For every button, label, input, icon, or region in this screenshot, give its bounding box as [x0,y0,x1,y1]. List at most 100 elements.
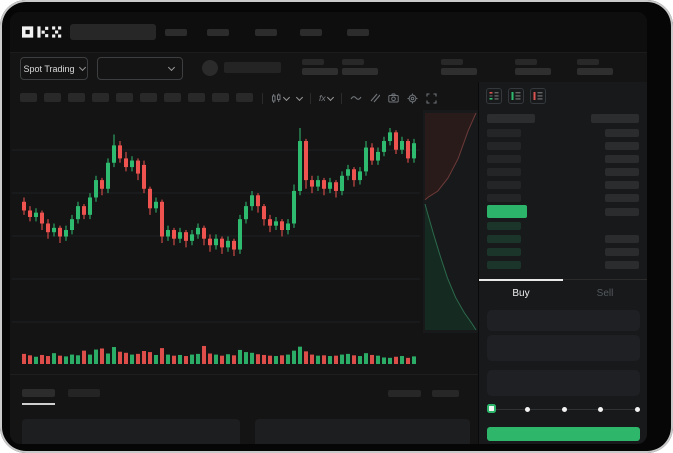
app-screen: Spot Trading [10,12,647,444]
ask-size-skeleton [605,180,639,189]
coin-icon [202,60,218,76]
ob-mode-asks-icon[interactable] [530,88,546,104]
ask-row[interactable] [479,191,647,204]
tab-buy[interactable]: Buy [479,279,563,306]
slider-stop[interactable] [561,406,567,412]
bottom-tab-skeleton[interactable] [68,389,100,397]
bid-price-skeleton [487,221,521,230]
bid-row[interactable] [479,219,647,232]
stat-label-skeleton [342,59,364,65]
ask-row[interactable] [479,139,647,152]
ticker-stat [342,59,378,75]
ask-price-skeleton [487,128,521,137]
order-book [479,110,647,271]
bid-row[interactable] [479,258,647,271]
drawing-tools-icon[interactable] [370,93,380,103]
toolbar-divider [310,92,311,104]
timeframe-pill[interactable] [140,93,157,102]
amount-slider[interactable] [487,403,640,414]
bottom-control-skeleton[interactable] [432,390,459,397]
slider-stop[interactable] [598,406,603,412]
fullscreen-icon[interactable] [426,92,437,104]
ob-header-skeleton [487,113,535,123]
trade-panel: Buy Sell [478,82,647,444]
timeframe-pill[interactable] [92,93,109,102]
fx-label: fx [319,93,326,103]
buy-submit-button[interactable] [487,427,640,441]
ob-mode-all-icon[interactable] [486,88,502,104]
ask-price-skeleton [487,180,521,189]
tab-sell[interactable]: Sell [596,287,614,299]
pair-name-skeleton [224,62,281,73]
ask-row[interactable] [479,178,647,191]
ask-size-skeleton [605,167,639,176]
chevron-down-icon [167,63,176,72]
stat-label-skeleton [577,59,599,65]
bottom-tab-active-skeleton[interactable] [22,389,55,397]
chart-toolbar: fx [10,90,478,106]
nav-item-skeleton[interactable] [300,29,322,36]
slider-stop[interactable] [634,406,640,412]
toolbar-divider [340,92,342,104]
indicators-fx-icon[interactable]: fx [319,93,334,103]
slider-stop[interactable] [525,406,530,412]
market-selector-label: Spot Trading [23,63,75,74]
ask-size-skeleton [605,154,639,163]
stat-label-skeleton [302,59,324,65]
ask-row[interactable] [479,126,647,139]
nav-item-skeleton[interactable] [207,29,229,36]
orders-table-skeleton [255,419,470,444]
last-price-row[interactable] [479,204,647,219]
chart-settings-icon[interactable] [407,93,418,104]
stat-label-skeleton [441,59,463,65]
pair-selector-dropdown[interactable] [97,57,183,80]
wave-icon[interactable] [350,94,362,102]
ask-row[interactable] [479,165,647,178]
timeframe-pill[interactable] [116,93,133,102]
last-price-highlight [487,205,527,218]
slider-handle[interactable] [487,403,496,413]
order-input-skeleton[interactable] [487,370,640,396]
timeframe-pill[interactable] [44,93,61,102]
bottom-panel [10,374,478,444]
ask-price-skeleton [487,154,521,163]
order-input-skeleton[interactable] [487,335,640,361]
ask-size-skeleton [605,141,639,150]
toolbar-divider [262,92,263,104]
stat-value-skeleton [441,68,477,75]
ask-size-skeleton [605,193,639,202]
ob-mode-bids-icon[interactable] [508,88,524,104]
bid-size-skeleton [605,234,639,243]
nav-item-skeleton[interactable] [347,29,369,36]
order-input-skeleton[interactable] [487,310,640,331]
timeframe-pill[interactable] [236,93,253,102]
timeframe-pill[interactable] [212,93,229,102]
bid-price-skeleton [487,247,521,256]
ask-price-skeleton [487,193,521,202]
orderbook-mode-switcher [486,88,546,104]
search-input[interactable] [70,24,156,40]
market-selector-dropdown[interactable]: Spot Trading [20,57,88,80]
stat-label-skeleton [515,59,537,65]
bid-row[interactable] [479,232,647,245]
chevron-down-icon [282,93,291,101]
camera-icon[interactable] [387,93,399,103]
timeframe-pill[interactable] [68,93,85,102]
ask-row[interactable] [479,152,647,165]
bid-row[interactable] [479,245,647,258]
candlestick-chart[interactable] [10,104,478,372]
timeframe-pill[interactable] [188,93,205,102]
timeframe-pill[interactable] [20,93,37,102]
timeframe-pill[interactable] [164,93,181,102]
nav-item-skeleton[interactable] [255,29,277,36]
ob-size-skeleton [605,207,639,216]
chart-type-icon[interactable] [271,93,291,104]
bottom-control-skeleton[interactable] [388,390,421,397]
ticker-stat [515,59,551,75]
ask-price-skeleton [487,141,521,150]
stat-value-skeleton [577,68,613,75]
nav-item-skeleton[interactable] [165,29,187,36]
orders-table-skeleton [22,419,240,444]
active-tab-underline [22,403,55,405]
overlay-chevron-icon[interactable] [295,93,304,101]
